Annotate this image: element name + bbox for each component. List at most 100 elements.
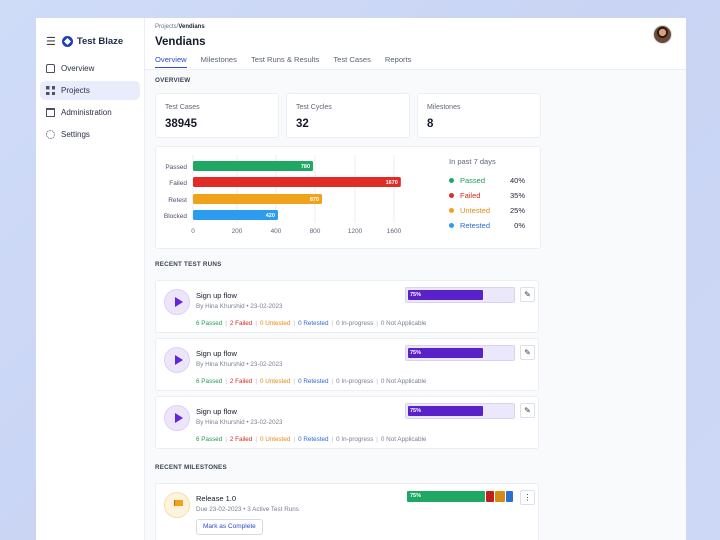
legend-item-failed: Failed 35%	[449, 191, 525, 200]
stat-not-applicable: 0 Not Applicable	[380, 378, 427, 385]
category-label: Retest	[168, 197, 187, 204]
tab-bar: Overview Milestones Test Runs & Results …	[155, 55, 686, 68]
milestone-card[interactable]: Release 1.0 Due 23-02-2023 • 3 Active Te…	[155, 483, 539, 540]
recent-milestones-section-label: RECENT MILESTONES	[155, 464, 227, 471]
stat-value: 32	[296, 118, 309, 130]
sidebar: ☰ Test Blaze Overview Projects Administr…	[36, 18, 145, 540]
run-title[interactable]: Sign up flow	[196, 291, 237, 300]
legend-pct: 35%	[509, 191, 525, 200]
compass-logo-icon	[61, 35, 73, 47]
stat-passed: 6 Passed	[196, 436, 223, 443]
bar-value-label: 1670	[386, 180, 398, 186]
milestone-meta: Due 23-02-2023 • 3 Active Test Runs	[196, 506, 299, 513]
x-tick-label: 400	[271, 228, 282, 235]
status-bar-chart: 0 200 400 800 1200 1600 Passed 780 Failed 1670 Ret…	[164, 155, 402, 235]
sidebar-item-overview[interactable]: Overview	[40, 59, 140, 78]
run-title[interactable]: Sign up flow	[196, 407, 237, 416]
legend-pct: 0%	[514, 221, 525, 230]
edit-icon[interactable]: ✎	[520, 345, 535, 360]
edit-icon[interactable]: ✎	[520, 403, 535, 418]
tab-test-cases[interactable]: Test Cases	[333, 55, 371, 64]
legend-item-retested: Retested 0%	[449, 221, 525, 230]
sidebar-item-label: Administration	[61, 108, 112, 117]
milestone-title[interactable]: Release 1.0	[196, 494, 237, 503]
app-window: ☰ Test Blaze Overview Projects Administr…	[36, 18, 686, 540]
stat-in-progress: 0 In-progress	[336, 436, 374, 443]
bar-blocked[interactable]	[193, 210, 278, 220]
sidebar-item-administration[interactable]: Administration	[40, 103, 140, 122]
separator: |	[293, 436, 296, 443]
x-tick-label: 1600	[387, 228, 402, 235]
page-title: Vendians	[155, 36, 206, 48]
stat-passed: 6 Passed	[196, 378, 223, 385]
progress-label: 75%	[410, 350, 422, 356]
stat-untested: 0 Untested	[259, 320, 291, 327]
stat-card-test-cases: Test Cases 38945	[155, 93, 279, 138]
stat-untested: 0 Untested	[259, 436, 291, 443]
x-tick-label: 800	[310, 228, 321, 235]
legend-item-untested: Untested 25%	[449, 206, 525, 215]
edit-icon[interactable]: ✎	[520, 287, 535, 302]
bar-failed[interactable]	[193, 177, 401, 187]
bar-passed[interactable]	[193, 161, 314, 171]
stat-value: 8	[427, 118, 434, 130]
legend-label: Failed	[460, 191, 481, 200]
status-chart-card: 0 200 400 800 1200 1600 Passed 780 Failed 1670 Ret…	[155, 146, 541, 249]
hamburger-icon[interactable]: ☰	[46, 35, 56, 48]
legend-item-passed: Passed 40%	[449, 176, 525, 185]
separator: |	[255, 436, 257, 443]
tab-milestones[interactable]: Milestones	[200, 55, 237, 64]
legend-dot	[449, 223, 454, 228]
tab-test-runs-results[interactable]: Test Runs & Results	[250, 55, 320, 64]
legend-dot	[449, 208, 454, 213]
legend-pct: 40%	[509, 176, 525, 185]
flag-icon	[164, 492, 190, 518]
category-label: Failed	[169, 180, 187, 187]
separator: |	[293, 378, 296, 385]
separator: |	[376, 320, 378, 327]
legend-dot	[449, 193, 454, 198]
stat-value: 38945	[165, 118, 197, 130]
grid-icon	[46, 86, 55, 95]
test-run-card[interactable]: Sign up flow By Hina Khurshid • 23-02-20…	[155, 280, 539, 333]
sidebar-item-label: Settings	[61, 130, 90, 139]
x-tick-label: 1200	[348, 228, 363, 235]
category-label: Passed	[165, 164, 187, 171]
play-icon[interactable]	[164, 405, 190, 431]
sidebar-item-settings[interactable]: Settings	[40, 125, 140, 144]
run-stats: 6 Passed | 2 Failed | 0 Untested | 0 Retest…	[196, 320, 426, 327]
separator: |	[255, 378, 257, 385]
run-progress-bar: 75%	[405, 403, 515, 419]
stat-not-applicable: 0 Not Applicable	[380, 436, 427, 443]
bar-value-label: 780	[301, 164, 310, 170]
breadcrumb-parent[interactable]: Projects/	[155, 24, 179, 30]
separator: |	[225, 378, 227, 385]
play-icon[interactable]	[164, 289, 190, 315]
test-run-card[interactable]: Sign up flow By Hina Khurshid • 23-02-20…	[155, 338, 539, 391]
mark-complete-button[interactable]: Mark as Complete	[196, 519, 263, 535]
page-header: Projects/Vendians Vendians Overview Mile…	[145, 18, 686, 70]
brand-name: Test Blaze	[76, 35, 124, 47]
stat-label: Test Cases	[165, 104, 200, 111]
run-title[interactable]: Sign up flow	[196, 349, 237, 358]
legend-label: Retested	[460, 221, 491, 230]
tab-reports[interactable]: Reports	[384, 55, 412, 64]
milestone-progress-bar: 75%	[407, 491, 513, 502]
milestone-progress-segment	[486, 491, 494, 502]
bar-retest[interactable]	[193, 194, 322, 204]
recent-runs-section-label: RECENT TEST RUNS	[155, 261, 222, 268]
bar-value-label: 870	[310, 197, 319, 203]
legend-label: Passed	[460, 176, 486, 185]
avatar[interactable]	[653, 25, 672, 44]
sidebar-item-projects[interactable]: Projects	[40, 81, 140, 100]
run-progress-bar: 75%	[405, 287, 515, 303]
test-run-card[interactable]: Sign up flow By Hina Khurshid • 23-02-20…	[155, 396, 539, 449]
tab-overview[interactable]: Overview	[155, 55, 187, 68]
more-options-icon[interactable]: ⋮	[520, 490, 535, 505]
bank-icon	[46, 108, 55, 117]
run-progress-bar: 75%	[405, 345, 515, 361]
progress-label: 75%	[410, 408, 422, 414]
play-icon[interactable]	[164, 347, 190, 373]
stat-retested: 0 Retested	[298, 378, 329, 385]
stat-card-milestones: Milestones 8	[417, 93, 541, 138]
